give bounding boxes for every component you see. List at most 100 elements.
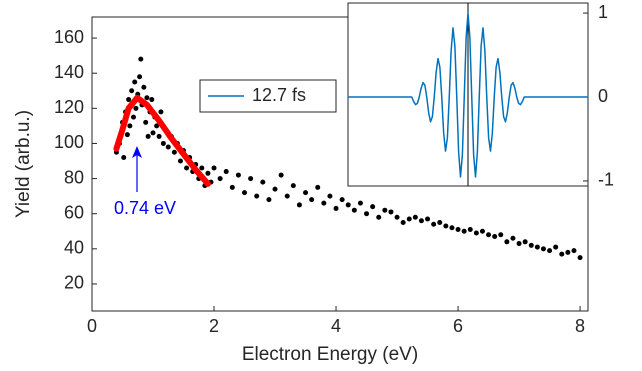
- data-point: [382, 207, 388, 213]
- waveform: [348, 12, 588, 178]
- data-point: [345, 202, 351, 208]
- y-tick-label: 80: [64, 167, 84, 187]
- data-point: [133, 105, 139, 111]
- x-tick-label: 8: [575, 316, 585, 336]
- data-point: [144, 95, 150, 101]
- inset-y-tick-label: 1: [598, 2, 608, 22]
- data-point: [138, 56, 144, 62]
- x-tick-label: 6: [453, 316, 463, 336]
- data-point: [141, 84, 147, 90]
- data-point: [278, 172, 284, 178]
- data-point: [473, 230, 479, 236]
- data-point: [437, 219, 443, 225]
- data-point: [254, 193, 260, 199]
- data-point: [229, 184, 235, 190]
- data-point: [165, 144, 171, 150]
- data-point: [388, 209, 394, 215]
- data-point: [528, 242, 534, 248]
- data-point: [129, 88, 135, 94]
- data-point: [126, 97, 132, 103]
- data-point: [425, 216, 431, 222]
- data-point: [327, 193, 333, 199]
- data-point: [577, 255, 583, 261]
- data-point: [150, 130, 156, 136]
- y-tick-label: 160: [54, 27, 84, 47]
- data-point: [124, 132, 130, 138]
- data-point: [309, 197, 315, 203]
- data-point: [284, 193, 290, 199]
- y-tick-label: 60: [64, 202, 84, 222]
- data-point: [333, 205, 339, 211]
- data-point: [199, 165, 205, 171]
- fit-line: [113, 94, 211, 187]
- data-point: [510, 235, 516, 241]
- y-tick-label: 120: [54, 97, 84, 117]
- data-point: [400, 219, 406, 225]
- data-point: [504, 239, 510, 245]
- data-point: [143, 119, 149, 125]
- data-point: [130, 114, 136, 120]
- legend-label: 12.7 fs: [252, 85, 306, 105]
- annotation-arrowhead: [132, 146, 142, 158]
- data-point: [492, 234, 498, 240]
- data-point: [248, 176, 254, 182]
- x-tick-label: 2: [209, 316, 219, 336]
- data-point: [242, 190, 248, 196]
- data-point: [272, 186, 278, 192]
- data-point: [431, 221, 437, 227]
- data-point: [290, 183, 296, 189]
- data-point: [498, 232, 504, 238]
- data-point: [127, 123, 133, 129]
- data-point: [364, 211, 370, 217]
- data-point: [235, 172, 241, 178]
- data-point: [449, 225, 455, 231]
- data-point: [223, 169, 229, 175]
- data-point: [171, 149, 177, 155]
- data-point: [571, 248, 577, 254]
- data-point: [357, 200, 363, 206]
- data-point: [145, 133, 151, 139]
- data-point: [266, 197, 272, 203]
- y-tick-label: 20: [64, 273, 84, 293]
- y-tick-label: 100: [54, 132, 84, 152]
- data-point: [339, 197, 345, 203]
- data-point: [394, 214, 400, 220]
- data-point: [303, 190, 309, 196]
- data-point: [479, 228, 485, 234]
- data-point: [217, 176, 223, 182]
- data-point: [565, 249, 571, 255]
- data-point: [184, 165, 190, 171]
- inset-y-tick-label: -1: [598, 170, 614, 190]
- data-point: [121, 155, 127, 161]
- data-point: [211, 165, 217, 171]
- data-point: [461, 228, 467, 234]
- data-point: [418, 218, 424, 224]
- annotation: 0.74 eV: [114, 198, 176, 218]
- data-point: [516, 241, 522, 247]
- data-point: [486, 232, 492, 238]
- data-point: [315, 184, 321, 190]
- data-point: [205, 170, 211, 176]
- data-point: [154, 123, 160, 129]
- x-tick-label: 0: [87, 316, 97, 336]
- data-point: [467, 227, 473, 233]
- data-point: [351, 207, 357, 213]
- inset-y-tick-label: 0: [598, 86, 608, 106]
- x-axis-label: Electron Energy (eV): [242, 344, 418, 365]
- data-point: [370, 204, 376, 210]
- y-axis-label: Yield (arb.u.): [13, 110, 34, 218]
- data-point: [177, 158, 183, 164]
- data-point: [455, 227, 461, 233]
- y-tick-label: 40: [64, 238, 84, 258]
- data-point: [540, 246, 546, 252]
- data-point: [321, 200, 327, 206]
- data-point: [149, 97, 155, 103]
- data-point: [156, 133, 162, 139]
- data-point: [260, 179, 266, 185]
- x-tick-label: 4: [331, 316, 341, 336]
- data-point: [559, 251, 565, 257]
- data-point: [522, 239, 528, 245]
- data-point: [132, 79, 138, 85]
- data-point: [376, 214, 382, 220]
